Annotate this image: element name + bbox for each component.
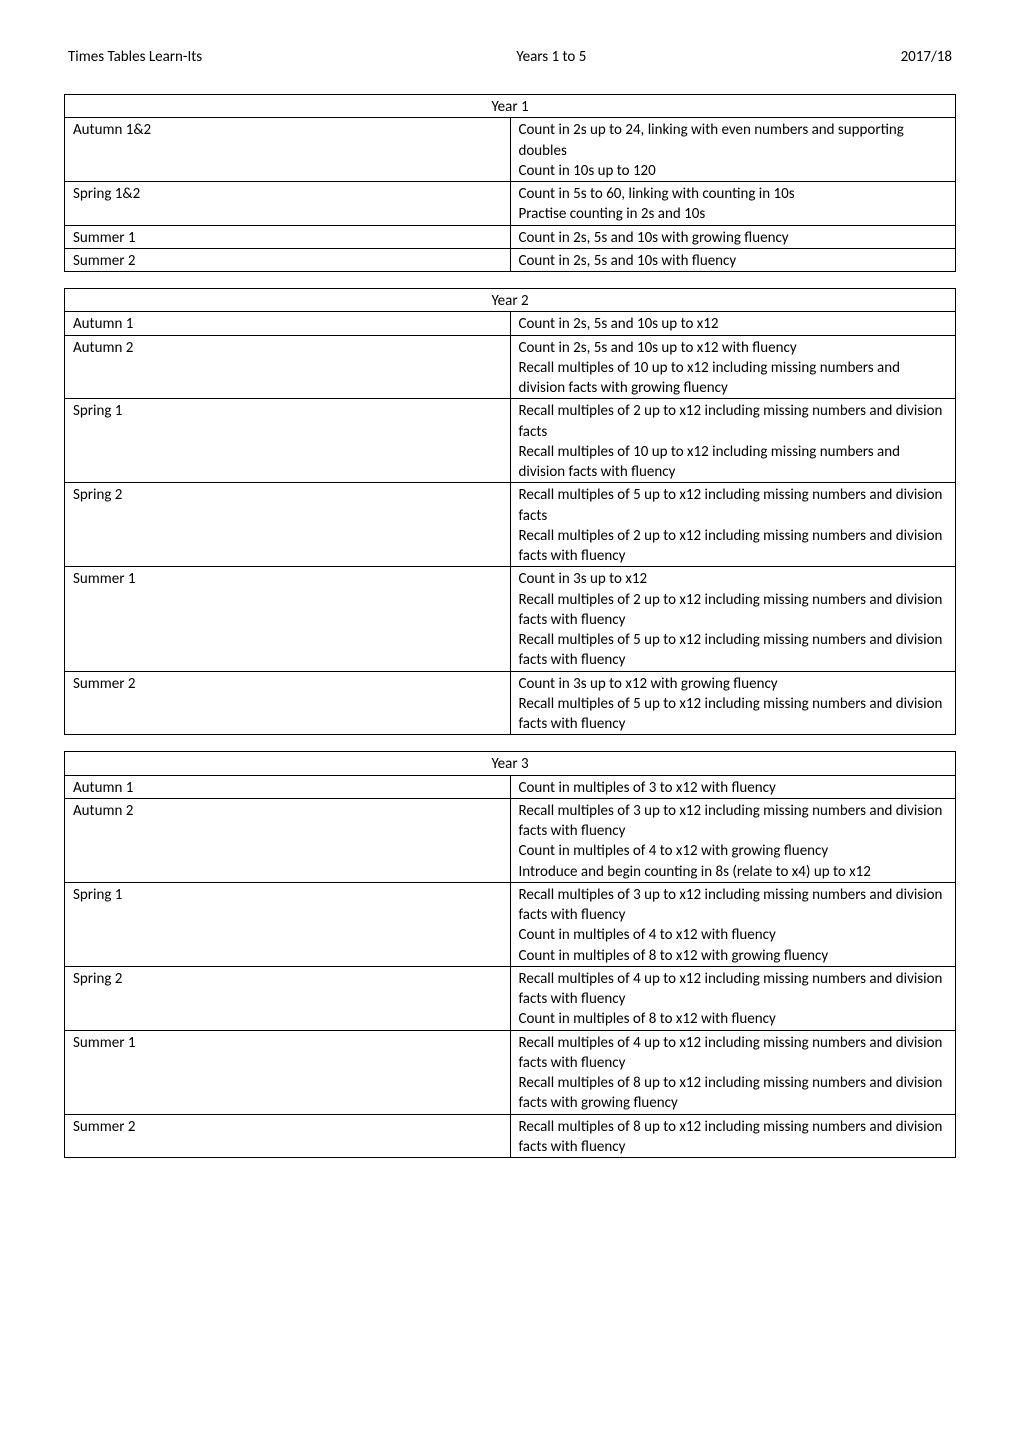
content-line: Count in multiples of 4 to x12 with grow… [519, 841, 948, 861]
table-row: Spring 1Recall multiples of 2 up to x12 … [65, 399, 956, 483]
row-content: Count in 2s, 5s and 10s with growing flu… [510, 225, 956, 248]
content-line: Count in 3s up to x12 with growing fluen… [519, 674, 948, 694]
row-content: Count in 3s up to x12 with growing fluen… [510, 671, 956, 735]
content-line: Introduce and begin counting in 8s (rela… [519, 862, 948, 882]
table-row: Summer 2 Count in 2s, 5s and 10s with flu… [65, 248, 956, 271]
content-line: Count in 5s to 60, linking with counting… [519, 184, 948, 204]
row-label: Summer 1 [65, 567, 511, 671]
table-row: Autumn 1&2Count in 2s up to 24, linking … [65, 118, 956, 182]
table-row: Summer 1 Count in 2s, 5s and 10s with gro… [65, 225, 956, 248]
content-line: Recall multiples of 5 up to x12 includin… [519, 630, 948, 671]
header-center: Years 1 to 5 [516, 48, 586, 66]
table-row: Spring 2Recall multiples of 5 up to x12 … [65, 483, 956, 567]
table-title: Year 2 [65, 289, 956, 312]
row-label: Spring 1 [65, 399, 511, 483]
content-line: Recall multiples of 2 up to x12 includin… [519, 526, 948, 567]
row-label: Autumn 1&2 [65, 118, 511, 182]
row-label: Autumn 1 [65, 775, 511, 798]
content-line: Recall multiples of 2 up to x12 includin… [519, 401, 948, 442]
row-content: Count in 2s up to 24, linking with even … [510, 118, 956, 182]
table-title: Year 1 [65, 95, 956, 118]
row-label: Autumn 2 [65, 798, 511, 882]
content-line: Recall multiples of 4 up to x12 includin… [519, 969, 948, 1010]
content-line: Count in 2s, 5s and 10s up to x12 [519, 314, 948, 334]
table-row: Autumn 1 Count in multiples of 3 to x12 w… [65, 775, 956, 798]
row-content: Count in multiples of 3 to x12 with flue… [510, 775, 956, 798]
row-content: Count in 3s up to x12Recall multiples of… [510, 567, 956, 671]
content-line: Count in multiples of 8 to x12 with flue… [519, 1009, 948, 1029]
row-label: Spring 1 [65, 882, 511, 966]
content-line: Recall multiples of 8 up to x12 includin… [519, 1073, 948, 1114]
content-line: Count in 10s up to 120 [519, 161, 948, 181]
row-content: Recall multiples of 5 up to x12 includin… [510, 483, 956, 567]
row-content: Recall multiples of 4 up to x12 includin… [510, 966, 956, 1030]
row-content: Recall multiples of 2 up to x12 includin… [510, 399, 956, 483]
year-table: Year 3Autumn 1 Count in multiples of 3 to… [64, 751, 956, 1158]
row-label: Spring 1&2 [65, 182, 511, 226]
page-header: Times Tables Learn-Its Years 1 to 5 2017… [64, 48, 956, 66]
year-table: Year 1Autumn 1&2Count in 2s up to 24, li… [64, 94, 956, 272]
row-content: Recall multiples of 3 up to x12 includin… [510, 798, 956, 882]
year-table: Year 2Autumn 1 Count in 2s, 5s and 10s up… [64, 288, 956, 735]
row-label: Summer 2 [65, 1114, 511, 1158]
row-label: Spring 2 [65, 483, 511, 567]
row-content: Recall multiples of 4 up to x12 includin… [510, 1030, 956, 1114]
row-label: Summer 2 [65, 248, 511, 271]
row-label: Autumn 1 [65, 312, 511, 335]
row-content: Count in 2s, 5s and 10s up to x12 [510, 312, 956, 335]
table-row: Spring 2Recall multiples of 4 up to x12 … [65, 966, 956, 1030]
table-title: Year 3 [65, 752, 956, 775]
content-line: Count in multiples of 4 to x12 with flue… [519, 925, 948, 945]
content-line: Count in 2s, 5s and 10s with growing flu… [519, 228, 948, 248]
header-left: Times Tables Learn-Its [68, 48, 202, 66]
content-line: Recall multiples of 8 up to x12 includin… [519, 1117, 948, 1158]
row-content: Count in 5s to 60, linking with counting… [510, 182, 956, 226]
row-label: Summer 1 [65, 225, 511, 248]
row-content: Recall multiples of 8 up to x12 includin… [510, 1114, 956, 1158]
content-line: Recall multiples of 2 up to x12 includin… [519, 590, 948, 631]
content-line: Recall multiples of 10 up to x12 includi… [519, 442, 948, 483]
content-line: Recall multiples of 3 up to x12 includin… [519, 801, 948, 842]
content-line: Count in 2s, 5s and 10s with fluency [519, 251, 948, 271]
content-line: Recall multiples of 4 up to x12 includin… [519, 1033, 948, 1074]
content-line: Recall multiples of 10 up to x12 includi… [519, 358, 948, 399]
row-content: Count in 2s, 5s and 10s with fluency [510, 248, 956, 271]
row-content: Recall multiples of 3 up to x12 includin… [510, 882, 956, 966]
header-right: 2017/18 [901, 48, 952, 66]
table-row: Summer 2 Count in 3s up to x12 with growi… [65, 671, 956, 735]
row-label: Summer 2 [65, 671, 511, 735]
table-row: Autumn 1 Count in 2s, 5s and 10s up to x1… [65, 312, 956, 335]
content-line: Count in 2s up to 24, linking with even … [519, 120, 948, 161]
table-row: Autumn 2 Count in 2s, 5s and 10s up to x1… [65, 335, 956, 399]
content-line: Count in 2s, 5s and 10s up to x12 with f… [519, 338, 948, 358]
content-line: Recall multiples of 3 up to x12 includin… [519, 885, 948, 926]
row-content: Count in 2s, 5s and 10s up to x12 with f… [510, 335, 956, 399]
content-line: Count in multiples of 3 to x12 with flue… [519, 778, 948, 798]
content-line: Count in multiples of 8 to x12 with grow… [519, 946, 948, 966]
table-row: Spring 1&2 Count in 5s to 60, linking wit… [65, 182, 956, 226]
table-row: Summer 2Recall multiples of 8 up to x12 … [65, 1114, 956, 1158]
content-line: Practise counting in 2s and 10s [519, 204, 948, 224]
row-label: Spring 2 [65, 966, 511, 1030]
table-row: Summer 1Count in 3s up to x12Recall mult… [65, 567, 956, 671]
content-line: Recall multiples of 5 up to x12 includin… [519, 694, 948, 735]
tables-container: Year 1Autumn 1&2Count in 2s up to 24, li… [64, 94, 956, 1158]
table-row: Summer 1Recall multiples of 4 up to x12 … [65, 1030, 956, 1114]
row-label: Autumn 2 [65, 335, 511, 399]
table-row: Autumn 2Recall multiples of 3 up to x12 … [65, 798, 956, 882]
content-line: Count in 3s up to x12 [519, 569, 948, 589]
row-label: Summer 1 [65, 1030, 511, 1114]
content-line: Recall multiples of 5 up to x12 includin… [519, 485, 948, 526]
table-row: Spring 1Recall multiples of 3 up to x12 … [65, 882, 956, 966]
